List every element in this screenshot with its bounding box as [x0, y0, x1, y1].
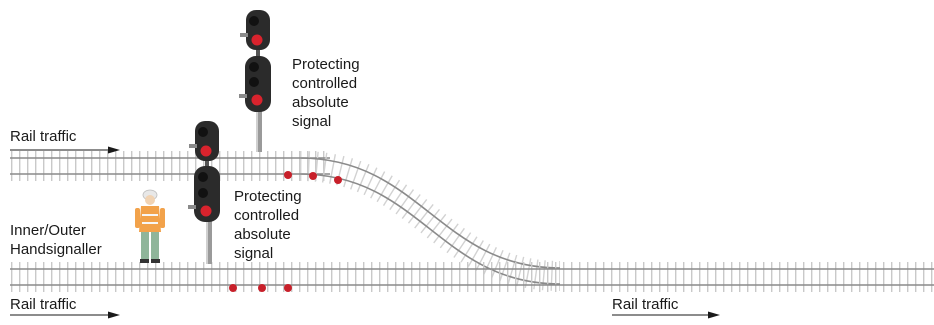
arrow-top-left [10, 146, 120, 154]
rail-traffic-label-bottom-right: Rail traffic [612, 296, 679, 313]
lower-signal-label: Protecting controlled absolute signal [234, 187, 302, 263]
detonator [229, 284, 237, 292]
detonator [284, 171, 292, 179]
handsignaller-label-line: Inner/Outer [10, 222, 86, 239]
lower-signal-label-line: controlled [234, 207, 300, 224]
upper-signal-label-line: Protecting [292, 56, 360, 73]
arrow-bottom-left [10, 311, 120, 319]
detonators-upper [284, 171, 342, 184]
handsignaller-label: Inner/Outer Handsignaller [10, 221, 102, 259]
detonator [258, 284, 266, 292]
arrow-bottom-right [612, 311, 720, 319]
detonator [284, 284, 292, 292]
lower-track [10, 262, 934, 292]
lower-signal-icon [188, 121, 220, 264]
rail-traffic-label-bottom-left: Rail traffic [10, 296, 77, 313]
handsignaller-icon [135, 189, 165, 263]
upper-signal-icon [239, 10, 271, 152]
lower-signal-label-line: signal [234, 245, 274, 262]
lower-signal-label-line: absolute [234, 226, 291, 243]
handsignaller-label-line: Handsignaller [10, 241, 102, 258]
lower-signal-label-line: Protecting [234, 188, 302, 205]
upper-signal-label-line: controlled [292, 75, 358, 92]
detonator [309, 172, 317, 180]
detonators-lower [229, 284, 292, 292]
upper-signal-label-line: signal [292, 113, 332, 130]
detonator [334, 176, 342, 184]
upper-signal-label: Protecting controlled absolute signal [292, 55, 360, 131]
upper-signal-label-line: absolute [292, 94, 349, 111]
rail-traffic-label-top-left: Rail traffic [10, 128, 77, 145]
upper-track [10, 151, 330, 181]
